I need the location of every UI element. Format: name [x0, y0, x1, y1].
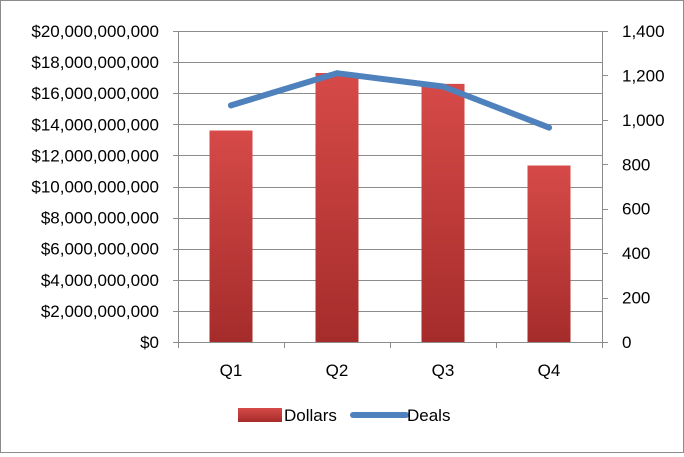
- x-tick-label: Q2: [326, 361, 349, 380]
- bar-q2: [315, 72, 359, 343]
- y-left-tick-label: $14,000,000,000: [31, 115, 159, 134]
- y-right-tick-label: 0: [622, 333, 631, 352]
- legend: Dollars Deals: [238, 406, 450, 425]
- bar-series-dollars: [209, 72, 571, 343]
- deals-line: [228, 70, 552, 131]
- deals-point-q3: [440, 83, 446, 90]
- y-left-tick-label: $0: [140, 333, 159, 352]
- line-series-deals: [228, 70, 552, 131]
- bar-q3: [421, 83, 465, 343]
- y-left-tick-label: $4,000,000,000: [41, 271, 159, 290]
- y-right-tick-label: 1,000: [622, 111, 665, 130]
- y-left-tick-label: $12,000,000,000: [31, 146, 159, 165]
- y-left-tick-label: $18,000,000,000: [31, 53, 159, 72]
- x-tick-label: Q3: [432, 361, 455, 380]
- y-left-tick-label: $8,000,000,000: [41, 209, 159, 228]
- y-left-tick-label: $2,000,000,000: [41, 302, 159, 321]
- y-left-tick-label: $20,000,000,000: [31, 22, 159, 41]
- legend-item-deals: Deals: [350, 406, 450, 425]
- tick-labels: $0 $2,000,000,000 $4,000,000,000 $6,000,000…: [31, 22, 664, 380]
- y-left-tick-label: $6,000,000,000: [41, 240, 159, 259]
- y-left-tick-label: $16,000,000,000: [31, 84, 159, 103]
- legend-swatch-dollars: [238, 408, 282, 422]
- y-right-tick-label: 1,400: [622, 22, 665, 41]
- deals-point-q4: [546, 124, 552, 131]
- bar-q4: [527, 165, 571, 342]
- bar-q1: [209, 130, 253, 342]
- axes: [173, 31, 608, 348]
- legend-item-dollars: Dollars: [238, 406, 337, 425]
- deals-point-q1: [228, 102, 234, 109]
- deals-point-q2: [334, 70, 340, 77]
- x-tick-label: Q1: [220, 361, 243, 380]
- y-left-tick-label: $10,000,000,000: [31, 178, 159, 197]
- y-right-tick-label: 200: [622, 289, 650, 308]
- legend-label-dollars: Dollars: [284, 406, 337, 425]
- legend-label-deals: Deals: [407, 406, 450, 425]
- y-right-tick-label: 1,200: [622, 66, 665, 85]
- y-right-tick-label: 600: [622, 200, 650, 219]
- y-right-tick-label: 800: [622, 155, 650, 174]
- x-tick-label: Q4: [538, 361, 561, 380]
- y-right-tick-label: 400: [622, 244, 650, 263]
